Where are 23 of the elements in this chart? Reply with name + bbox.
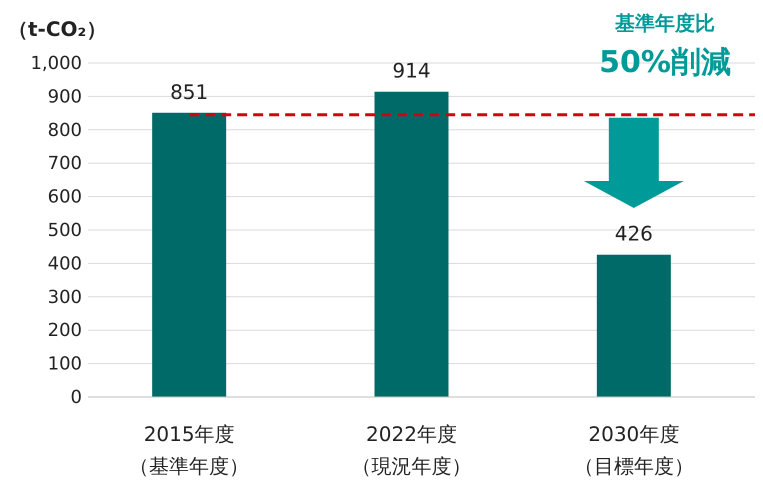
x-tick-label: 2015年度（基準年度） xyxy=(128,421,250,480)
y-tick-label: 500 xyxy=(48,220,82,241)
data-label: 914 xyxy=(392,58,431,83)
text: 基準年度比 xyxy=(614,11,715,35)
data-label: 426 xyxy=(614,222,653,246)
y-tick-label: 900 xyxy=(48,86,82,108)
x-tick-label: 2030年度（目標年度） xyxy=(572,421,695,480)
y-tick-label: 300 xyxy=(48,286,82,308)
bar xyxy=(374,92,448,397)
x-tick-label: 2022年度（現況年度） xyxy=(350,421,472,480)
y-tick-label: 400 xyxy=(48,253,82,274)
bar xyxy=(596,254,671,397)
y-tick-label: 0 xyxy=(70,387,82,408)
bar xyxy=(152,112,226,397)
y-tick-label: 700 xyxy=(48,153,82,174)
y-tick-label: 1,000 xyxy=(30,53,82,74)
y-tick-label: 100 xyxy=(48,354,82,375)
y-tick-label: 200 xyxy=(48,320,82,342)
y-axis-title: （t-CO₂） xyxy=(8,17,106,41)
y-tick-label: 800 xyxy=(48,120,82,141)
y-tick-label: 600 xyxy=(48,186,82,208)
data-label: 851 xyxy=(170,80,208,104)
annotation: 50%削減 xyxy=(599,45,731,80)
